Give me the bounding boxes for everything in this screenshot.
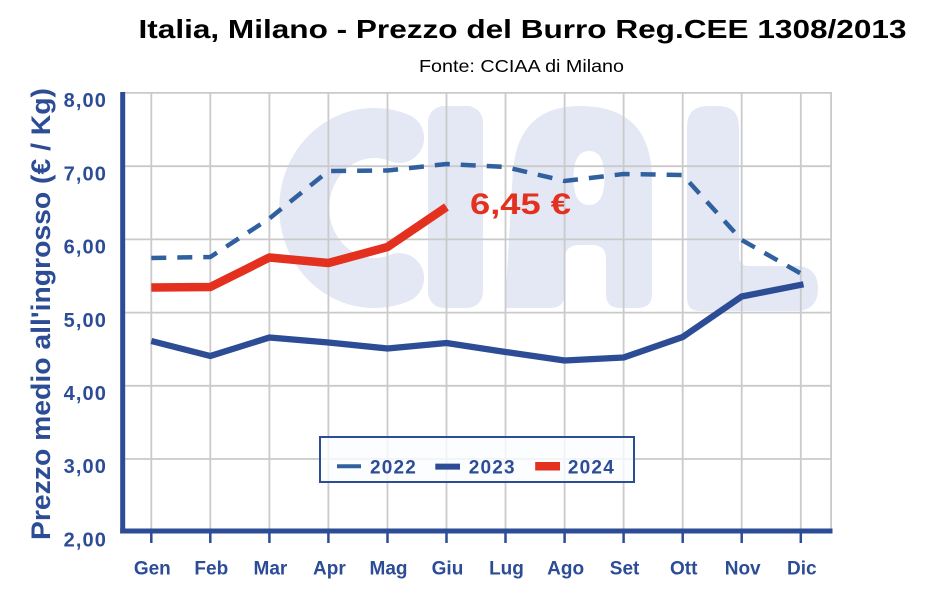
svg-text:Italia, Milano - Prezzo del Bu: Italia, Milano - Prezzo del Burro Reg.CE…	[139, 14, 907, 44]
svg-text:2024: 2024	[568, 458, 615, 479]
svg-text:Fonte: CCIAA di Milano: Fonte: CCIAA di Milano	[419, 56, 624, 76]
svg-text:6,00: 6,00	[64, 237, 107, 259]
svg-text:Ott: Ott	[670, 559, 698, 580]
svg-text:Ago: Ago	[547, 559, 584, 580]
svg-text:Mar: Mar	[254, 559, 288, 580]
svg-text:Dic: Dic	[787, 559, 817, 580]
svg-text:2022: 2022	[370, 458, 417, 479]
svg-text:Mag: Mag	[370, 559, 408, 580]
svg-text:Giu: Giu	[432, 559, 464, 580]
svg-text:4,00: 4,00	[64, 383, 107, 405]
svg-text:7,00: 7,00	[64, 163, 107, 185]
svg-text:2,00: 2,00	[64, 529, 107, 551]
svg-text:Prezzo medio all'ingrosso (€ /: Prezzo medio all'ingrosso (€ / Kg)	[26, 88, 56, 540]
svg-text:Apr: Apr	[313, 559, 346, 580]
svg-text:Nov: Nov	[725, 559, 761, 580]
svg-text:Gen: Gen	[134, 559, 171, 580]
svg-text:5,00: 5,00	[64, 310, 107, 332]
svg-text:Feb: Feb	[194, 559, 228, 580]
svg-text:3,00: 3,00	[64, 456, 107, 478]
svg-text:8,00: 8,00	[64, 90, 107, 112]
svg-text:Lug: Lug	[489, 559, 524, 580]
svg-text:6,45 €: 6,45 €	[470, 188, 571, 221]
svg-text:Set: Set	[610, 559, 640, 580]
svg-text:2023: 2023	[469, 458, 516, 479]
